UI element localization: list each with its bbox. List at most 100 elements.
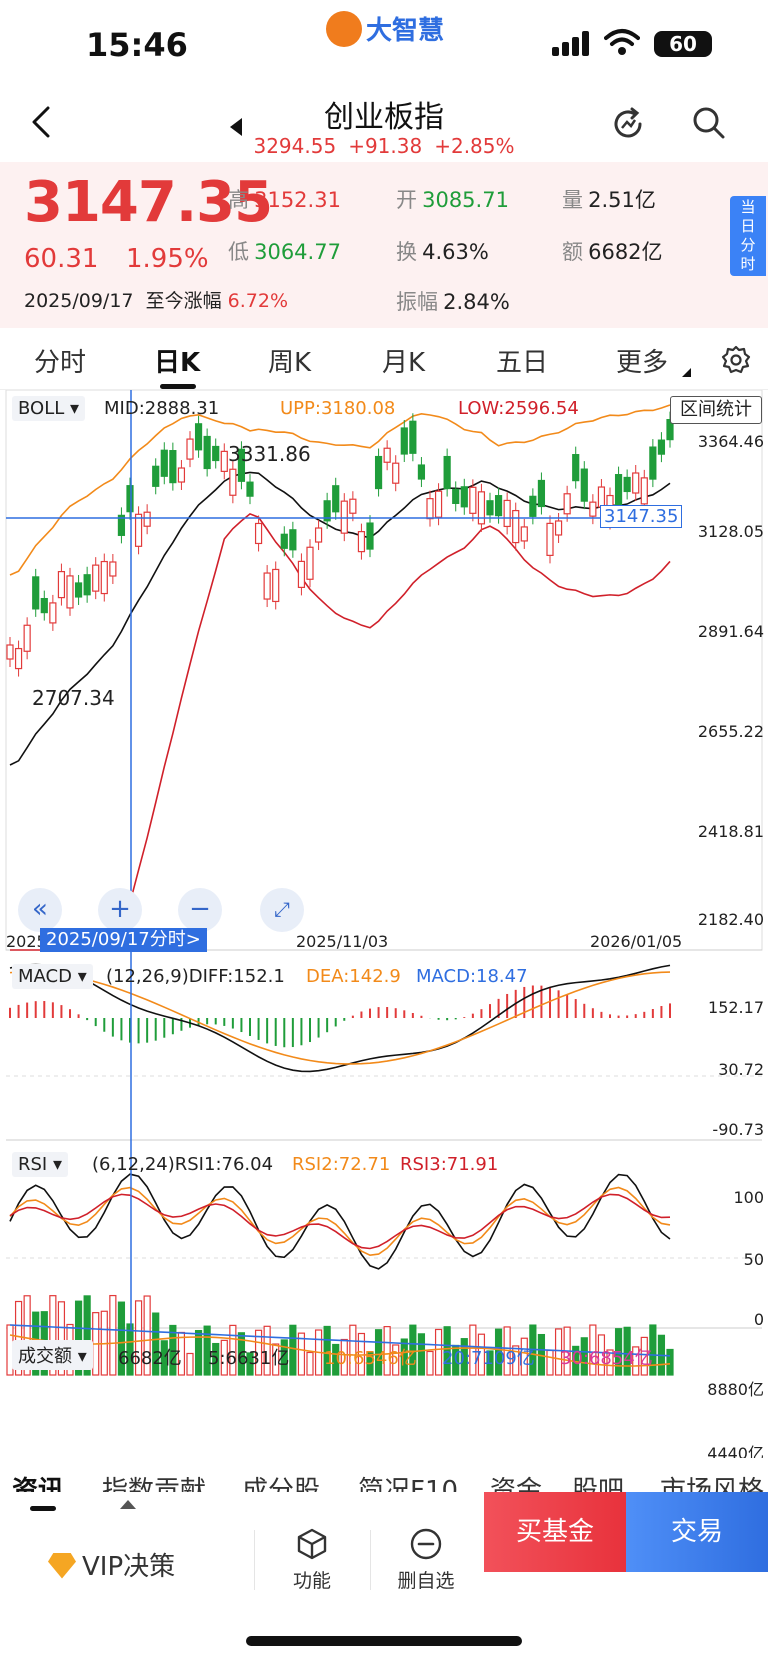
boll-selector[interactable]: BOLL ▾ (12, 396, 86, 421)
amount-bar (134, 1300, 143, 1376)
tab-five-day[interactable]: 五日 (496, 348, 549, 378)
amount-bar (160, 1340, 168, 1376)
gear-icon[interactable] (720, 344, 752, 376)
candle-body (194, 423, 203, 451)
amount-plot (6, 1294, 674, 1376)
amount-bar (272, 1343, 280, 1376)
minus-circle-icon (410, 1528, 442, 1560)
candle-body (546, 522, 554, 556)
search-icon[interactable] (692, 106, 726, 140)
wifi-icon (604, 29, 640, 55)
amount-bar (340, 1338, 348, 1376)
candle-body (494, 495, 503, 517)
amount-bar (426, 1350, 434, 1376)
candle-body (366, 522, 374, 550)
candle-body (572, 454, 580, 482)
amount-bar (229, 1324, 237, 1376)
amount-bar (623, 1326, 631, 1376)
trade-button[interactable]: 交易 (626, 1492, 768, 1572)
amount-ma20: 20:7109亿 (442, 1348, 535, 1369)
live-pct: +2.85% (434, 134, 515, 158)
candle-body (117, 514, 126, 536)
tab-weekly-k[interactable]: 周K (268, 348, 312, 378)
candle-body (632, 472, 640, 494)
boll-axis-4: 2655.22 (697, 722, 764, 741)
amount-bar (597, 1334, 606, 1376)
high-stat: 高 3152.31 (228, 188, 341, 212)
amount-bar (469, 1324, 477, 1376)
candle-body (160, 449, 168, 477)
amount-bar (332, 1343, 340, 1376)
candles (6, 411, 674, 677)
zoom-out-button[interactable]: − (178, 888, 222, 932)
kline-chart[interactable] (0, 390, 768, 1460)
zoom-in-button[interactable]: + (98, 888, 142, 932)
rsi-selector[interactable]: RSI ▾ (12, 1152, 69, 1177)
amount-bar (83, 1295, 91, 1376)
macd-value: MACD:18.47 (416, 966, 528, 987)
quote-panel (0, 162, 768, 328)
rsi-axis-2: 50 (743, 1250, 764, 1269)
amount-bar (632, 1346, 640, 1376)
battery-indicator: 60 (654, 31, 712, 57)
tab-intraday[interactable]: 分时 (34, 348, 87, 378)
candle-body (203, 435, 211, 470)
volume-stat: 量 2.51亿 (562, 188, 656, 212)
since-label: 至今涨幅 (145, 290, 222, 312)
amount-bar (400, 1338, 408, 1376)
intraday-side-tab[interactable]: 当日分时 (730, 196, 766, 276)
vip-decision-button[interactable]: VIP决策 (48, 1546, 175, 1583)
amount-bar (512, 1345, 520, 1376)
amount-bar (589, 1324, 597, 1376)
current-price: 3147.35 (24, 170, 273, 235)
status-time: 15:46 (86, 26, 188, 64)
candle-body (229, 468, 237, 496)
candle-body (6, 644, 14, 660)
candle-body (272, 568, 280, 603)
range-stats-button[interactable]: 区间统计 (670, 396, 762, 424)
candle-body (349, 498, 357, 514)
open-stat: 开 3085.71 (396, 188, 509, 212)
candle-body (49, 602, 57, 624)
candle-body (357, 531, 366, 553)
candle-body (426, 498, 434, 520)
low-mark: 2707.34 (32, 686, 115, 710)
live-price: 3294.55 (253, 134, 337, 158)
amount-selector[interactable]: 成交额 ▾ (12, 1340, 93, 1370)
candle-body (186, 438, 194, 460)
tab-monthly-k[interactable]: 月K (382, 348, 426, 378)
amount-ma30: 30:6854亿 (560, 1348, 653, 1369)
buy-fund-button[interactable]: 买基金 (484, 1492, 626, 1572)
scroll-left-button[interactable]: « (18, 888, 62, 932)
amount-bar (366, 1351, 374, 1376)
amount-bar (237, 1332, 246, 1376)
amount-bar (212, 1342, 220, 1376)
candle-body (92, 564, 100, 592)
macd-selector[interactable]: MACD ▾ (12, 964, 93, 989)
prev-index-icon[interactable] (230, 118, 242, 136)
amount-bar (74, 1300, 83, 1376)
candle-body (280, 533, 288, 549)
since-value: 6.72% (227, 290, 289, 312)
turnover-stat: 换 4.63% (396, 240, 489, 264)
tab-more[interactable]: 更多 (616, 348, 669, 378)
refresh-icon[interactable] (610, 106, 646, 142)
candle-body (263, 572, 271, 600)
amount-bar (520, 1337, 528, 1376)
candle-body (460, 486, 468, 508)
candle-body (452, 488, 460, 504)
remove-watchlist-button[interactable]: 删自选 (376, 1526, 476, 1593)
macd-params: (12,26,9)DIFF:152.1 (106, 966, 285, 987)
function-button[interactable]: 功能 (262, 1526, 362, 1593)
candle-body (143, 511, 151, 527)
back-icon[interactable] (26, 104, 56, 140)
candle-body (477, 491, 486, 525)
crosshair-date-tag[interactable]: 2025/09/17分时> (40, 928, 207, 952)
cube-icon (297, 1528, 327, 1560)
amount-bar (477, 1333, 486, 1376)
rsi-plot (9, 1173, 671, 1270)
fullscreen-button[interactable]: ⤢ (260, 888, 304, 932)
tab-daily-k[interactable]: 日K (154, 348, 201, 378)
amount-bar (486, 1350, 494, 1376)
candle-body (383, 447, 391, 463)
